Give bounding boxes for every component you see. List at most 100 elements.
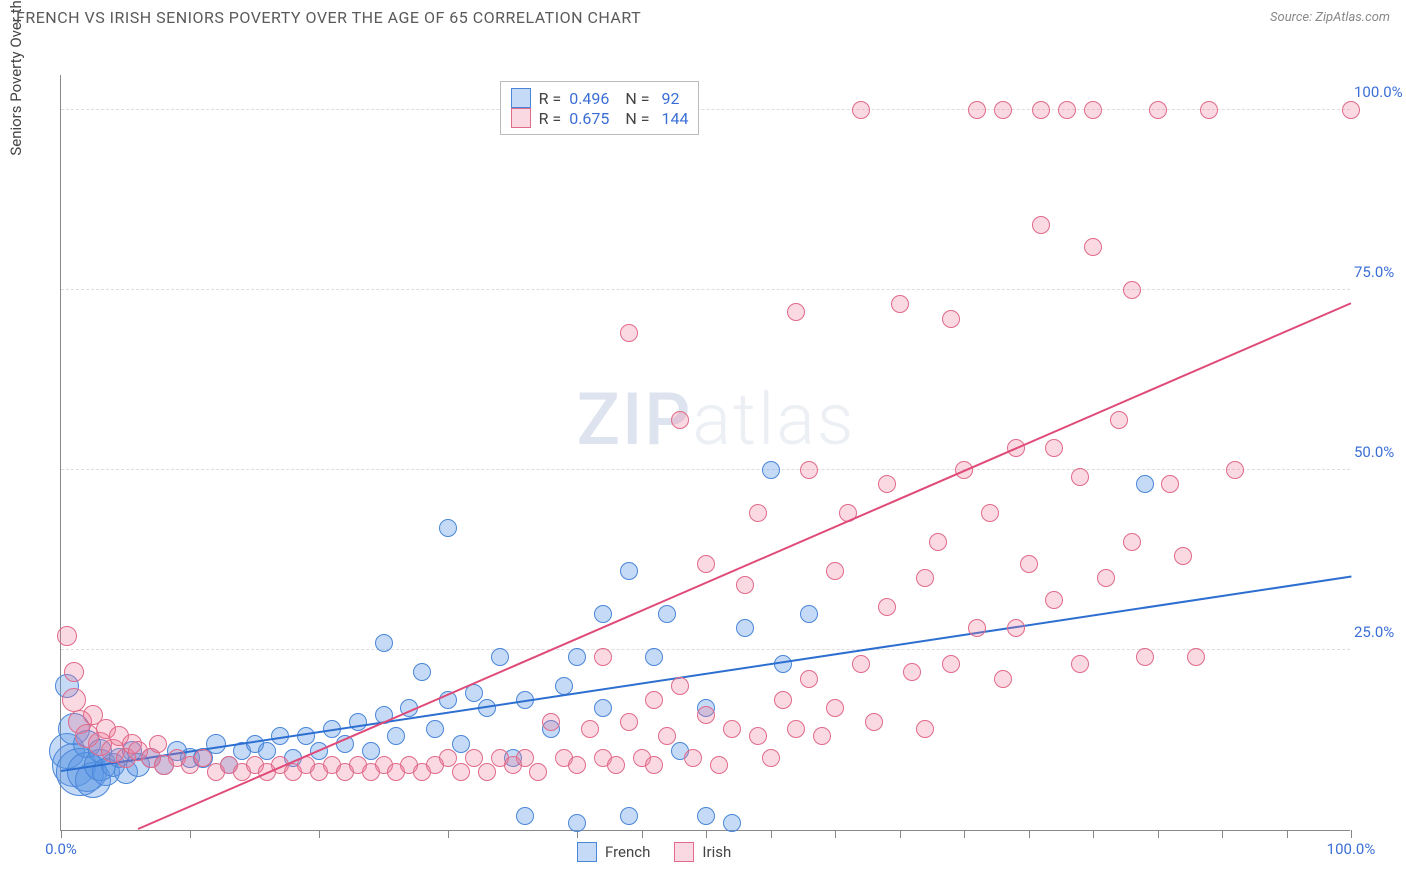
series-swatch <box>511 108 531 128</box>
chart-header: FRENCH VS IRISH SENIORS POVERTY OVER THE… <box>0 0 1406 31</box>
data-point <box>942 655 960 673</box>
r-value: 0.496 <box>569 89 609 108</box>
data-point <box>1032 101 1050 119</box>
data-point <box>1342 101 1360 119</box>
data-point <box>968 619 986 637</box>
legend-label: Irish <box>702 843 731 861</box>
data-point <box>645 691 663 709</box>
data-point <box>568 814 586 832</box>
data-point <box>787 303 805 321</box>
data-point <box>736 619 754 637</box>
data-point <box>813 727 831 745</box>
data-point <box>994 670 1012 688</box>
data-point <box>994 101 1012 119</box>
data-point <box>1149 101 1167 119</box>
stats-row: R = 0.675 N = 144 <box>511 108 689 128</box>
y-axis-label: Seniors Poverty Over the Age of 65 <box>7 0 25 156</box>
legend-swatch <box>674 842 694 862</box>
n-value: 92 <box>658 89 680 108</box>
y-tick-label: 50.0% <box>1354 443 1406 461</box>
data-point <box>452 735 470 753</box>
data-point <box>581 720 599 738</box>
data-point <box>684 749 702 767</box>
data-point <box>439 749 457 767</box>
stats-row: R = 0.496 N = 92 <box>511 88 689 108</box>
data-point <box>594 605 612 623</box>
data-point <box>1020 555 1038 573</box>
y-tick-label: 75.0% <box>1354 263 1406 281</box>
data-point <box>362 742 380 760</box>
data-point <box>916 720 934 738</box>
data-point <box>1007 619 1025 637</box>
data-point <box>697 555 715 573</box>
x-tick <box>448 830 449 838</box>
data-point <box>413 663 431 681</box>
data-point <box>710 756 728 774</box>
data-point <box>1045 439 1063 457</box>
data-point <box>916 569 934 587</box>
data-point <box>620 713 638 731</box>
gridline <box>61 289 1350 290</box>
data-point <box>491 648 509 666</box>
x-tick <box>1287 830 1288 838</box>
data-point <box>568 648 586 666</box>
data-point <box>1045 591 1063 609</box>
watermark: ZIPatlas <box>577 377 856 462</box>
data-point <box>852 655 870 673</box>
data-point <box>1123 281 1141 299</box>
data-point <box>723 814 741 832</box>
x-tick <box>319 830 320 838</box>
data-point <box>826 699 844 717</box>
data-point <box>852 101 870 119</box>
data-point <box>594 699 612 717</box>
legend-swatch <box>577 842 597 862</box>
data-point <box>1123 533 1141 551</box>
data-point <box>736 576 754 594</box>
data-point <box>800 461 818 479</box>
data-point <box>439 519 457 537</box>
data-point <box>800 670 818 688</box>
data-point <box>762 749 780 767</box>
data-point <box>981 504 999 522</box>
data-point <box>942 310 960 328</box>
data-point <box>645 756 663 774</box>
data-point <box>697 706 715 724</box>
data-point <box>658 727 676 745</box>
data-point <box>865 713 883 731</box>
x-tick <box>61 830 62 838</box>
data-point <box>1174 547 1192 565</box>
legend-label: French <box>605 843 650 861</box>
x-tick <box>190 830 191 838</box>
data-point <box>671 677 689 695</box>
data-point <box>774 691 792 709</box>
data-point <box>749 727 767 745</box>
x-tick <box>835 830 836 838</box>
data-point <box>375 634 393 652</box>
data-point <box>516 807 534 825</box>
data-point <box>1226 461 1244 479</box>
data-point <box>297 727 315 745</box>
data-point <box>671 411 689 429</box>
data-point <box>258 742 276 760</box>
stats-legend: R = 0.496 N = 92R = 0.675 N = 144 <box>500 81 700 135</box>
data-point <box>749 504 767 522</box>
data-point <box>929 533 947 551</box>
legend-item: Irish <box>674 842 731 862</box>
data-point <box>387 727 405 745</box>
data-point <box>1187 648 1205 666</box>
data-point <box>762 461 780 479</box>
data-point <box>620 807 638 825</box>
data-point <box>542 713 560 731</box>
data-point <box>568 756 586 774</box>
x-tick-label: 0.0% <box>45 840 77 858</box>
gridline <box>61 649 1350 650</box>
x-tick <box>642 830 643 838</box>
data-point <box>62 688 86 712</box>
data-point <box>968 101 986 119</box>
data-point <box>607 756 625 774</box>
data-point <box>64 662 84 682</box>
data-point <box>57 626 77 646</box>
data-point <box>878 475 896 493</box>
data-point <box>620 324 638 342</box>
data-point <box>1161 475 1179 493</box>
